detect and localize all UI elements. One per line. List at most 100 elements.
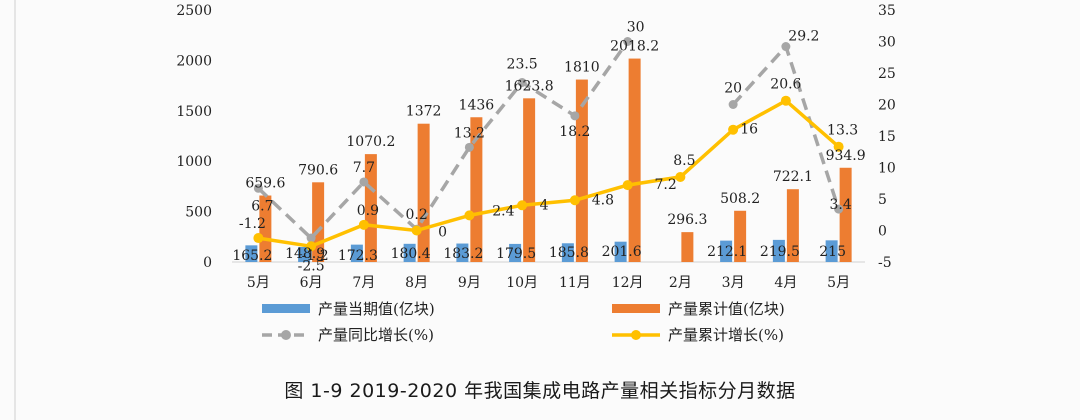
x-tick-label: 7月 (352, 275, 375, 291)
yoy-growth-label: 6.7 (251, 198, 273, 214)
x-tick-label: 8月 (405, 275, 428, 291)
y-left-tick-label: 500 (185, 205, 212, 221)
y-right-tick-label: 30 (878, 35, 896, 51)
legend-swatch-marker (281, 330, 291, 340)
y-left-tick-label: 2000 (176, 53, 212, 69)
cumulative-growth-point (464, 210, 475, 221)
yoy-growth-label: 13.2 (454, 125, 485, 141)
legend-label: 产量累计增长(%) (668, 326, 784, 344)
bar-current-month (456, 243, 469, 262)
yoy-growth-label: -1.2 (302, 248, 329, 264)
legend-swatch-marker (631, 330, 641, 340)
y-right-tick-label: 15 (878, 129, 896, 145)
yoy-growth-point (781, 42, 791, 52)
cumulative-growth-point (833, 141, 844, 152)
bar-current-label: 215 (819, 244, 846, 260)
bar-current-month (509, 243, 522, 262)
bar-current-label: 179.5 (496, 246, 536, 262)
bar-cumulative-label: 722.1 (773, 169, 813, 185)
bar-cumulative-label: 659.6 (245, 176, 285, 192)
cumulative-growth-label: 0.9 (357, 203, 379, 219)
cumulative-growth-label: 4 (540, 197, 549, 213)
bar-cumulative (786, 189, 799, 262)
cumulative-growth-point (780, 95, 791, 106)
bar-current-month (245, 245, 258, 262)
bar-cumulative (470, 117, 483, 263)
legend-label: 产量当期值(亿块) (318, 300, 435, 318)
cumulative-growth-point (675, 171, 686, 182)
bar-current-label: 185.8 (549, 245, 589, 261)
bar-cumulative-label: 1810 (564, 60, 600, 76)
yoy-growth-point (253, 183, 263, 193)
y-left-tick-label: 0 (203, 255, 212, 271)
cumulative-growth-point (358, 219, 369, 230)
cumulative-growth-label: 8.5 (673, 153, 695, 169)
yoy-growth-label: 23.5 (507, 56, 538, 72)
x-tick-label: 5月 (247, 275, 270, 291)
legend-label: 产量同比增长(%) (318, 326, 434, 344)
y-right-tick-label: 5 (878, 192, 887, 208)
cumulative-growth-label: 16 (740, 122, 758, 138)
yoy-growth-point (834, 204, 844, 214)
yoy-growth-label: 3.4 (829, 197, 851, 213)
x-tick-label: 9月 (458, 275, 481, 291)
cumulative-growth-point (306, 241, 317, 252)
yoy-growth-point (728, 100, 738, 109)
bar-cumulative (628, 58, 641, 262)
yoy-growth-point (623, 37, 633, 46)
bar-current-label: 165.2 (232, 248, 272, 264)
bar-cumulative-label: 1070.2 (346, 134, 395, 150)
yoy-growth-label: 7.7 (353, 160, 375, 176)
bar-cumulative (681, 232, 694, 262)
bar-cumulative (839, 167, 852, 262)
yoy-growth-label: 20 (724, 81, 742, 97)
bar-cumulative-label: 1372 (406, 104, 442, 120)
bar-cumulative (523, 98, 536, 263)
x-tick-label: 2月 (669, 275, 692, 291)
y-right-tick-label: 10 (878, 161, 896, 177)
bar-current-month (561, 243, 574, 262)
bar-cumulative-label: 1623.8 (505, 78, 554, 94)
bar-current-label: 183.2 (443, 246, 483, 262)
yoy-growth-label: 30 (627, 20, 645, 36)
yoy-growth-point (306, 233, 316, 243)
bar-cumulative-label: 934.9 (826, 148, 866, 164)
y-left-tick-label: 1500 (176, 104, 212, 120)
cumulative-growth-point (728, 124, 739, 135)
bar-current-label: 180.4 (391, 246, 431, 262)
cumulative-growth-label: -2.5 (298, 258, 325, 274)
bar-current-label: 172.3 (338, 248, 378, 264)
bar-cumulative-label: 508.2 (720, 191, 760, 207)
cumulative-growth-point (411, 225, 422, 236)
bar-current-label: 148.9 (285, 246, 325, 262)
yoy-growth-label: 29.2 (788, 29, 819, 45)
cumulative-growth-label: 0 (438, 225, 447, 241)
bar-current-month (298, 246, 311, 262)
legend-label: 产量累计值(亿块) (668, 300, 785, 318)
x-tick-label: 4月 (774, 275, 797, 291)
bar-current-label: 212.1 (707, 244, 747, 260)
cumulative-growth-label: 7.2 (654, 177, 676, 193)
y-right-tick-label: 20 (878, 98, 896, 114)
bar-cumulative-label: 790.6 (298, 162, 338, 178)
bar-current-month (614, 241, 627, 262)
bar-cumulative-label: 2018.2 (610, 39, 659, 55)
bar-cumulative (417, 123, 430, 263)
yoy-growth-point (464, 142, 474, 152)
y-left-tick-label: 2500 (176, 3, 212, 19)
bar-current-label: 201.6 (602, 244, 642, 260)
cumulative-growth-point (622, 180, 633, 191)
legend-swatch (262, 304, 310, 313)
x-tick-label: 6月 (300, 275, 323, 291)
cumulative-growth-label: 20.6 (770, 77, 801, 93)
x-tick-label: 11月 (559, 275, 591, 291)
yoy-growth-label: 0.2 (405, 207, 427, 223)
yoy-growth-label: 18.2 (559, 124, 590, 140)
bar-cumulative (575, 79, 588, 262)
bar-current-label: 219.5 (760, 244, 800, 260)
y-right-tick-label: 25 (878, 66, 896, 82)
yoy-growth-point (517, 77, 527, 87)
cumulative-growth-point (253, 233, 264, 244)
legend-swatch (612, 304, 660, 313)
